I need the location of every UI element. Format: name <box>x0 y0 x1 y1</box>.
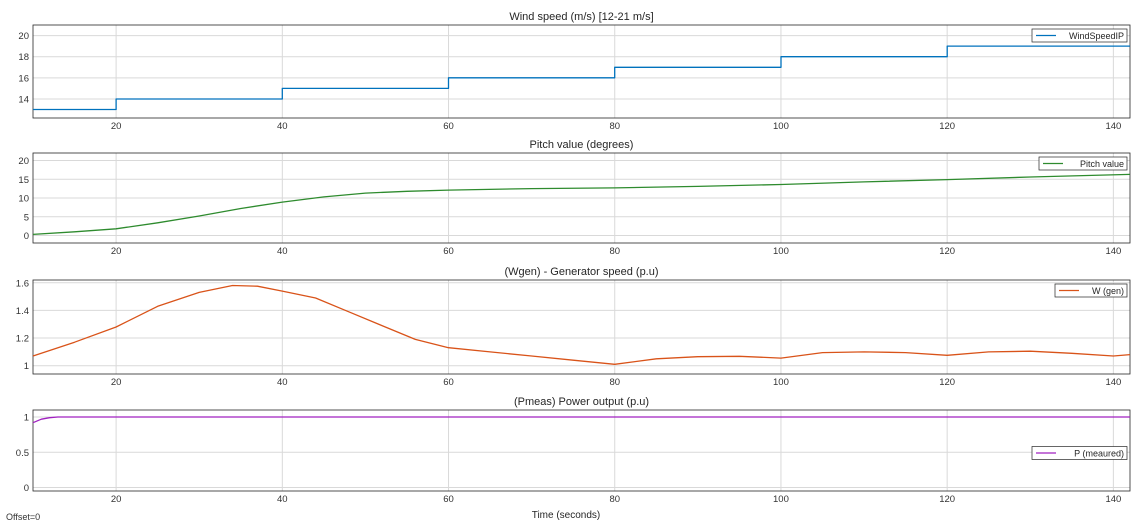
x-tick-label: 80 <box>609 494 620 505</box>
legend: Pitch value <box>1038 156 1128 171</box>
y-tick-label: 10 <box>18 194 29 205</box>
x-tick-label: 40 <box>277 494 288 505</box>
x-tick-label: 80 <box>609 246 620 257</box>
x-tick-label: 100 <box>773 246 789 257</box>
panel-title: Wind speed (m/s) [12-21 m/s] <box>509 11 653 23</box>
x-tick-label: 140 <box>1105 494 1121 505</box>
x-tick-label: 120 <box>939 246 955 257</box>
x-tick-label: 60 <box>443 121 454 132</box>
x-tick-label: 100 <box>773 377 789 388</box>
legend-box <box>1031 28 1128 43</box>
y-tick-label: 16 <box>18 73 29 84</box>
x-tick-label: 140 <box>1105 121 1121 132</box>
x-tick-label: 20 <box>111 246 122 257</box>
x-tick-label: 60 <box>443 494 454 505</box>
panel-title: Pitch value (degrees) <box>530 139 634 151</box>
x-tick-label: 20 <box>111 121 122 132</box>
legend-label: P (meaured) <box>1074 449 1124 459</box>
x-tick-label: 20 <box>111 494 122 505</box>
y-tick-label: 14 <box>18 94 29 105</box>
axes-frame <box>32 279 1131 375</box>
x-tick-label: 140 <box>1105 377 1121 388</box>
plot-area <box>33 280 1130 374</box>
x-tick-label: 20 <box>111 377 122 388</box>
legend-label: Pitch value <box>1080 159 1124 169</box>
plot-area <box>33 25 1130 118</box>
scope-panel: (Wgen) - Generator speed (p.u) 20 40 60 80 10… <box>16 266 1131 388</box>
y-tick-label: 1 <box>24 413 29 424</box>
x-tick-label: 100 <box>773 494 789 505</box>
scope-panel: (Pmeas) Power output (p.u) 20 40 60 80 100 120… <box>16 396 1131 505</box>
x-tick-label: 80 <box>609 121 620 132</box>
y-tick-label: 20 <box>18 31 29 42</box>
x-tick-label: 120 <box>939 121 955 132</box>
legend-label: W (gen) <box>1092 286 1124 296</box>
offset-label: Offset=0 <box>6 512 40 521</box>
x-tick-label: 100 <box>773 121 789 132</box>
y-tick-label: 1.6 <box>16 278 29 289</box>
x-tick-label: 40 <box>277 246 288 257</box>
x-tick-label: 120 <box>939 377 955 388</box>
legend-box <box>1038 156 1128 171</box>
legend-label: WindSpeedIP <box>1069 31 1124 41</box>
y-tick-label: 15 <box>18 175 29 186</box>
y-tick-label: 1.2 <box>16 334 29 345</box>
legend-box <box>1031 446 1128 460</box>
series-line <box>32 416 1130 424</box>
y-tick-label: 0 <box>24 483 29 494</box>
scope-panel: Pitch value (degrees) 20 40 60 80 100 120 140 0 5… <box>18 139 1131 257</box>
y-tick-label: 0 <box>24 231 29 242</box>
x-tick-label: 40 <box>277 121 288 132</box>
series-line <box>32 173 1131 236</box>
panel-title: (Pmeas) Power output (p.u) <box>514 396 649 408</box>
x-tick-label: 80 <box>609 377 620 388</box>
x-tick-label: 140 <box>1105 246 1121 257</box>
scope-panel: Wind speed (m/s) [12-21 m/s] 20 40 60 80 100 1… <box>18 11 1131 132</box>
series-line <box>33 45 1130 111</box>
y-tick-label: 1 <box>24 361 29 372</box>
y-tick-label: 1.4 <box>16 306 29 317</box>
legend: WindSpeedIP <box>1031 28 1128 43</box>
axes-frame <box>32 409 1131 492</box>
plot-area <box>33 410 1130 491</box>
y-tick-label: 0.5 <box>16 448 29 459</box>
y-tick-label: 20 <box>18 156 29 167</box>
axes-frame <box>32 24 1131 119</box>
axes-frame <box>32 152 1131 244</box>
x-tick-label: 40 <box>277 377 288 388</box>
series-line <box>32 284 1131 365</box>
legend: W (gen) <box>1054 283 1128 298</box>
legend: P (meaured) <box>1031 446 1128 460</box>
legend-box <box>1054 283 1128 298</box>
x-tick-label: 60 <box>443 377 454 388</box>
x-tick-label: 120 <box>939 494 955 505</box>
y-tick-label: 18 <box>18 52 29 63</box>
x-axis-label: Time (seconds) <box>532 510 601 521</box>
x-tick-label: 60 <box>443 246 454 257</box>
panel-title: (Wgen) - Generator speed (p.u) <box>504 266 658 278</box>
y-tick-label: 5 <box>24 212 29 223</box>
